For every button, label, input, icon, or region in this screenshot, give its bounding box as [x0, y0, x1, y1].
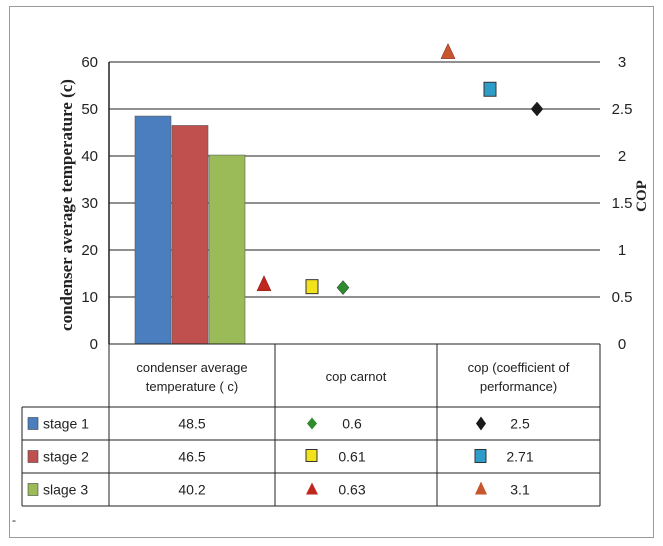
table-marker-key	[475, 481, 487, 495]
legend-swatch	[27, 450, 39, 463]
table-row-label: stage 1	[43, 416, 89, 432]
chart-frame	[9, 6, 654, 538]
carnot-marker-stage-1	[336, 280, 350, 295]
cop-marker-stage-1	[530, 101, 544, 117]
bar-stage-2	[171, 125, 209, 345]
left-axis-label: condenser average temperature (c)	[57, 79, 76, 331]
carnot-marker-stage-3	[256, 275, 272, 292]
right-tick-label: 0.5	[612, 289, 633, 306]
left-tick-label: 0	[90, 336, 98, 353]
legend-swatch	[27, 417, 39, 430]
left-tick-label: 30	[81, 195, 98, 212]
right-tick-label: 0	[618, 336, 626, 353]
table-marker-key	[474, 449, 487, 463]
left-tick-label: 60	[81, 54, 98, 71]
left-tick-label: 10	[81, 289, 98, 306]
right-tick-label: 3	[618, 54, 626, 71]
cop-marker-stage-2	[483, 81, 497, 97]
corner-dash: -	[12, 513, 16, 527]
table-header-cell: cop carnot	[326, 369, 387, 384]
table-marker-key	[306, 482, 318, 495]
table-cell-value: 0.63	[338, 482, 365, 498]
right-tick-label: 1.5	[612, 195, 633, 212]
carnot-marker-stage-2	[305, 279, 319, 295]
table-cell-value: 2.5	[510, 416, 530, 432]
table-cell-value: 3.1	[510, 482, 530, 498]
table-header-cell: cop (coefficient of performance)	[468, 360, 570, 394]
left-tick-label: 20	[81, 242, 98, 259]
table-marker-key	[476, 416, 486, 431]
table-header-cell: condenser average temperature ( c)	[136, 360, 247, 394]
legend-swatch	[27, 483, 39, 496]
table-cell-value: 48.5	[178, 416, 205, 432]
table-row-label: slage 3	[43, 482, 88, 498]
table-marker-key	[305, 449, 318, 462]
table-marker-key	[307, 417, 317, 430]
left-tick-label: 50	[81, 101, 98, 118]
left-tick-label: 40	[81, 148, 98, 165]
right-tick-label: 1	[618, 242, 626, 259]
table-cell-value: 46.5	[178, 449, 205, 465]
cop-marker-stage-3	[440, 43, 456, 59]
right-tick-label: 2	[618, 148, 626, 165]
table-cell-value: 2.71	[506, 449, 533, 465]
right-axis-label: COP	[634, 180, 650, 212]
bar-stage-3	[208, 154, 246, 345]
bar-stage-1	[134, 115, 172, 345]
table-cell-value: 40.2	[178, 482, 205, 498]
table-cell-value: 0.61	[338, 449, 365, 465]
table-row-label: stage 2	[43, 449, 89, 465]
table-cell-value: 0.6	[342, 416, 362, 432]
right-tick-label: 2.5	[612, 101, 633, 118]
